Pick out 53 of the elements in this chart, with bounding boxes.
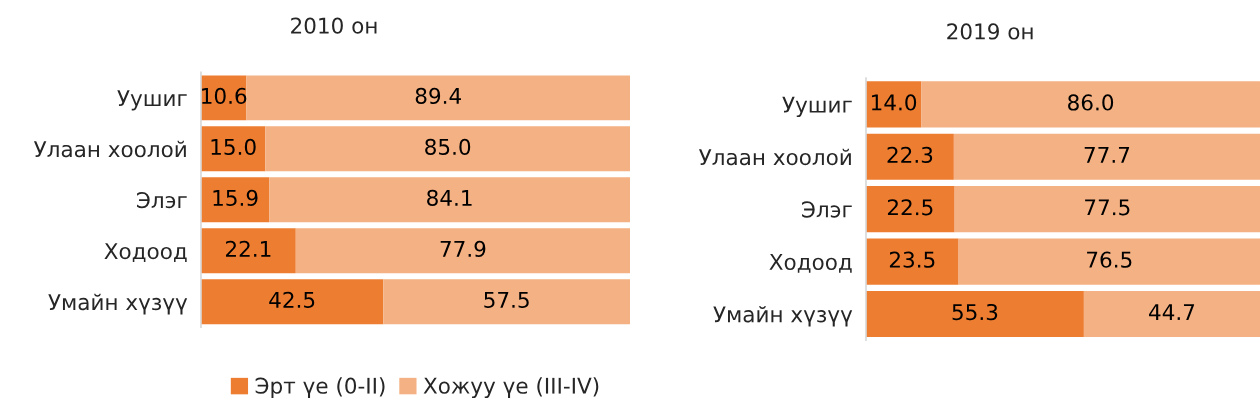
data-label: 77.9 (440, 240, 486, 258)
bar (1083, 290, 1260, 338)
y-tick-label: Улаан хоолой (33, 140, 186, 158)
bar (265, 126, 630, 172)
data-label: 55.3 (952, 303, 998, 321)
data-label: 77.5 (1085, 199, 1130, 216)
bar (954, 186, 1260, 233)
data-label: 10.6 (202, 87, 247, 105)
bar (866, 81, 922, 128)
data-label: 89.4 (415, 87, 461, 105)
data-label: 76.5 (1087, 251, 1132, 268)
bar (958, 238, 1260, 285)
bar (246, 75, 630, 121)
legend-label: Эрт үе (0-II) (255, 377, 385, 399)
legend-label: Хожуу үе (III-IV) (423, 377, 599, 399)
chart-title: 2019 он (947, 23, 1033, 40)
y-tick-label: Ходоод (104, 243, 187, 262)
data-label: 23.5 (889, 251, 935, 268)
data-label: 22.3 (887, 146, 933, 164)
data-label: 84.1 (427, 189, 472, 207)
bar (866, 133, 954, 180)
y-tick-label: Элэг (137, 191, 187, 209)
y-tick-label: Уушиг (782, 96, 852, 118)
data-label: 15.0 (211, 138, 256, 156)
y-tick-label: Элэг (802, 201, 852, 218)
data-label: 14.0 (871, 94, 917, 111)
data-label: 85.0 (425, 138, 471, 156)
data-label: 22.5 (887, 199, 933, 216)
data-label: 42.5 (269, 291, 315, 308)
y-tick-label: Уушиг (117, 90, 187, 111)
data-label: 77.7 (1084, 147, 1130, 163)
bar (866, 238, 959, 285)
chart-title: 2010 он (291, 17, 377, 34)
bar (295, 228, 630, 274)
bar (200, 126, 266, 172)
y-tick-label: Умайн хүзүү (713, 305, 853, 327)
y-tick-label: Умайн хүзүү (48, 293, 188, 315)
data-label: 86.0 (1068, 94, 1114, 111)
bar (200, 228, 296, 274)
y-tick-label: Улаан хоолой (698, 148, 851, 166)
bar (953, 133, 1260, 180)
bar (200, 177, 270, 223)
bar (200, 279, 384, 325)
data-label: 44.7 (1149, 304, 1195, 320)
data-label: 57.5 (484, 291, 529, 308)
bar (383, 279, 630, 325)
bar (866, 186, 955, 233)
y-tick-label: Ходоод (769, 254, 852, 273)
data-label: 22.1 (225, 240, 271, 257)
bar (866, 290, 1084, 338)
data-label: 15.9 (213, 189, 258, 207)
bar (921, 81, 1260, 128)
bar (269, 177, 630, 223)
